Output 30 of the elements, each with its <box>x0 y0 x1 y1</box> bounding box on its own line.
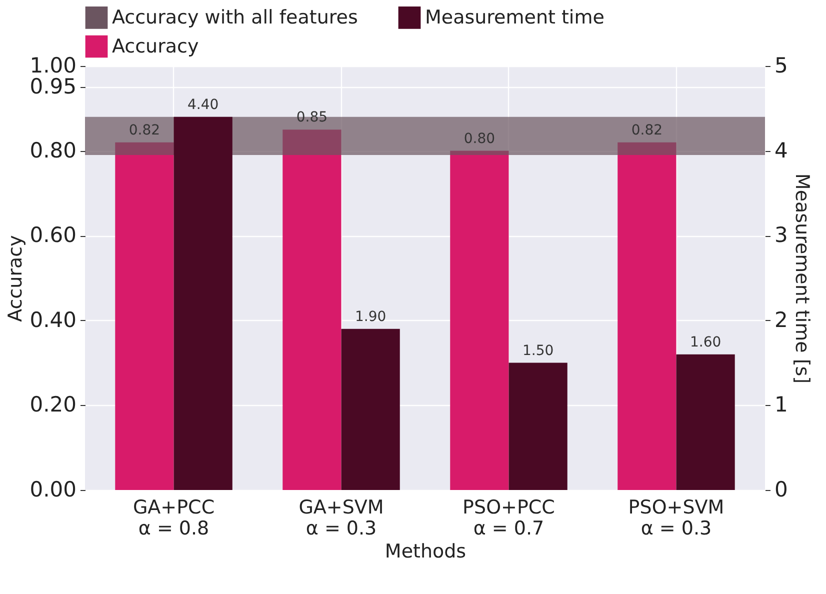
data-label: 1.90 <box>354 308 386 325</box>
y-tick-label: 0.40 <box>30 308 76 332</box>
y2-tick-label: 5 <box>774 54 788 78</box>
legend-label: Accuracy with all features <box>112 6 358 29</box>
y2-tick-label: 3 <box>774 223 788 248</box>
x-tick-label: PSO+SVM α = 0.3 <box>628 496 724 540</box>
legend-label: Accuracy <box>112 36 199 58</box>
data-label: 0.82 <box>631 122 663 138</box>
y-tick-label: 0.95 <box>30 74 76 99</box>
data-label: 1.50 <box>522 342 554 359</box>
y2-tick-label: 4 <box>774 138 788 162</box>
x-tick-label: GA+SVM α = 0.3 <box>298 496 384 540</box>
data-label: 1.60 <box>690 334 722 350</box>
y-tick-label: 1.00 <box>30 54 76 78</box>
y2-tick-label: 0 <box>774 478 788 502</box>
y2-axis-title: Measurement time [s] <box>790 173 813 384</box>
data-label: 0.82 <box>128 122 160 138</box>
x-axis-title: Methods <box>384 540 466 562</box>
y-tick-label: 0.20 <box>30 392 76 417</box>
x-tick-label: PSO+PCC α = 0.7 <box>462 496 555 540</box>
data-label: 0.80 <box>464 130 496 147</box>
y-tick-label: 0.80 <box>30 138 76 162</box>
y-axis-title: Accuracy <box>4 235 27 322</box>
y-tick-label: 0.00 <box>30 478 76 502</box>
y2-tick-label: 1 <box>774 392 788 417</box>
data-label: 4.40 <box>187 96 219 113</box>
legend-label: Measurement time <box>425 6 604 29</box>
y2-tick-label: 2 <box>774 308 788 332</box>
x-tick-label: GA+PCC α = 0.8 <box>132 496 215 540</box>
y-tick-label: 0.60 <box>30 223 76 248</box>
